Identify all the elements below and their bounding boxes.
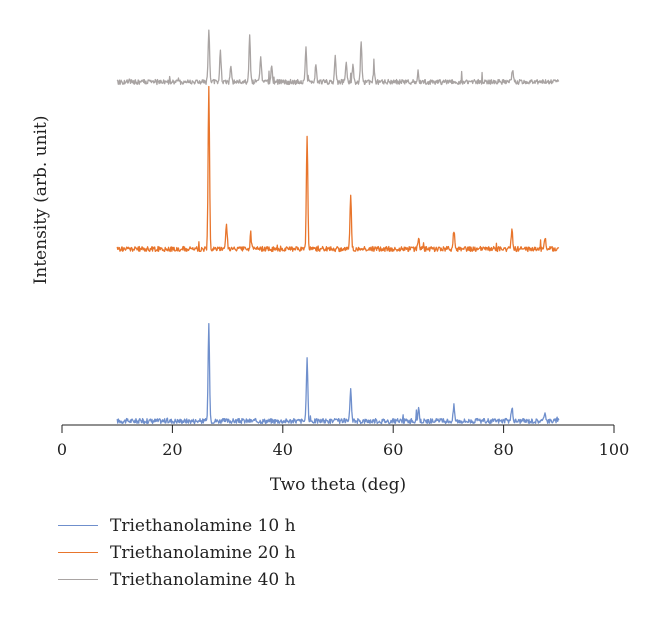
x-axis-label: Two theta (deg) <box>270 475 406 495</box>
legend-swatch-40h <box>58 579 98 580</box>
legend-item-20h: Triethanolamine 20 h <box>58 539 458 566</box>
y-axis-label: Intensity (arb. unit) <box>31 116 51 285</box>
x-axis-ticks: 0 20 40 60 80 100 <box>57 425 629 459</box>
legend-swatch-10h <box>58 525 98 526</box>
xrd-chart: 0 20 40 60 80 100 Two theta (deg) Intensity (… <box>31 29 629 495</box>
x-tick-label-0: 0 <box>57 440 67 459</box>
legend-item-40h: Triethanolamine 40 h <box>58 566 458 593</box>
legend-swatch-20h <box>58 552 98 553</box>
legend-label-20h: Triethanolamine 20 h <box>110 542 296 563</box>
x-tick-label-60: 60 <box>383 440 403 459</box>
x-tick-label-100: 100 <box>599 440 630 459</box>
legend: Triethanolamine 10 h Triethanolamine 20 … <box>58 512 458 593</box>
x-tick-label-40: 40 <box>273 440 293 459</box>
x-tick-label-80: 80 <box>493 440 513 459</box>
legend-label-40h: Triethanolamine 40 h <box>110 569 296 590</box>
x-tick-label-20: 20 <box>162 440 182 459</box>
series-line-2 <box>116 29 560 86</box>
legend-label-10h: Triethanolamine 10 h <box>110 515 296 536</box>
series-line-0 <box>116 323 560 425</box>
legend-item-10h: Triethanolamine 10 h <box>58 512 458 539</box>
series-line-1 <box>116 85 560 253</box>
